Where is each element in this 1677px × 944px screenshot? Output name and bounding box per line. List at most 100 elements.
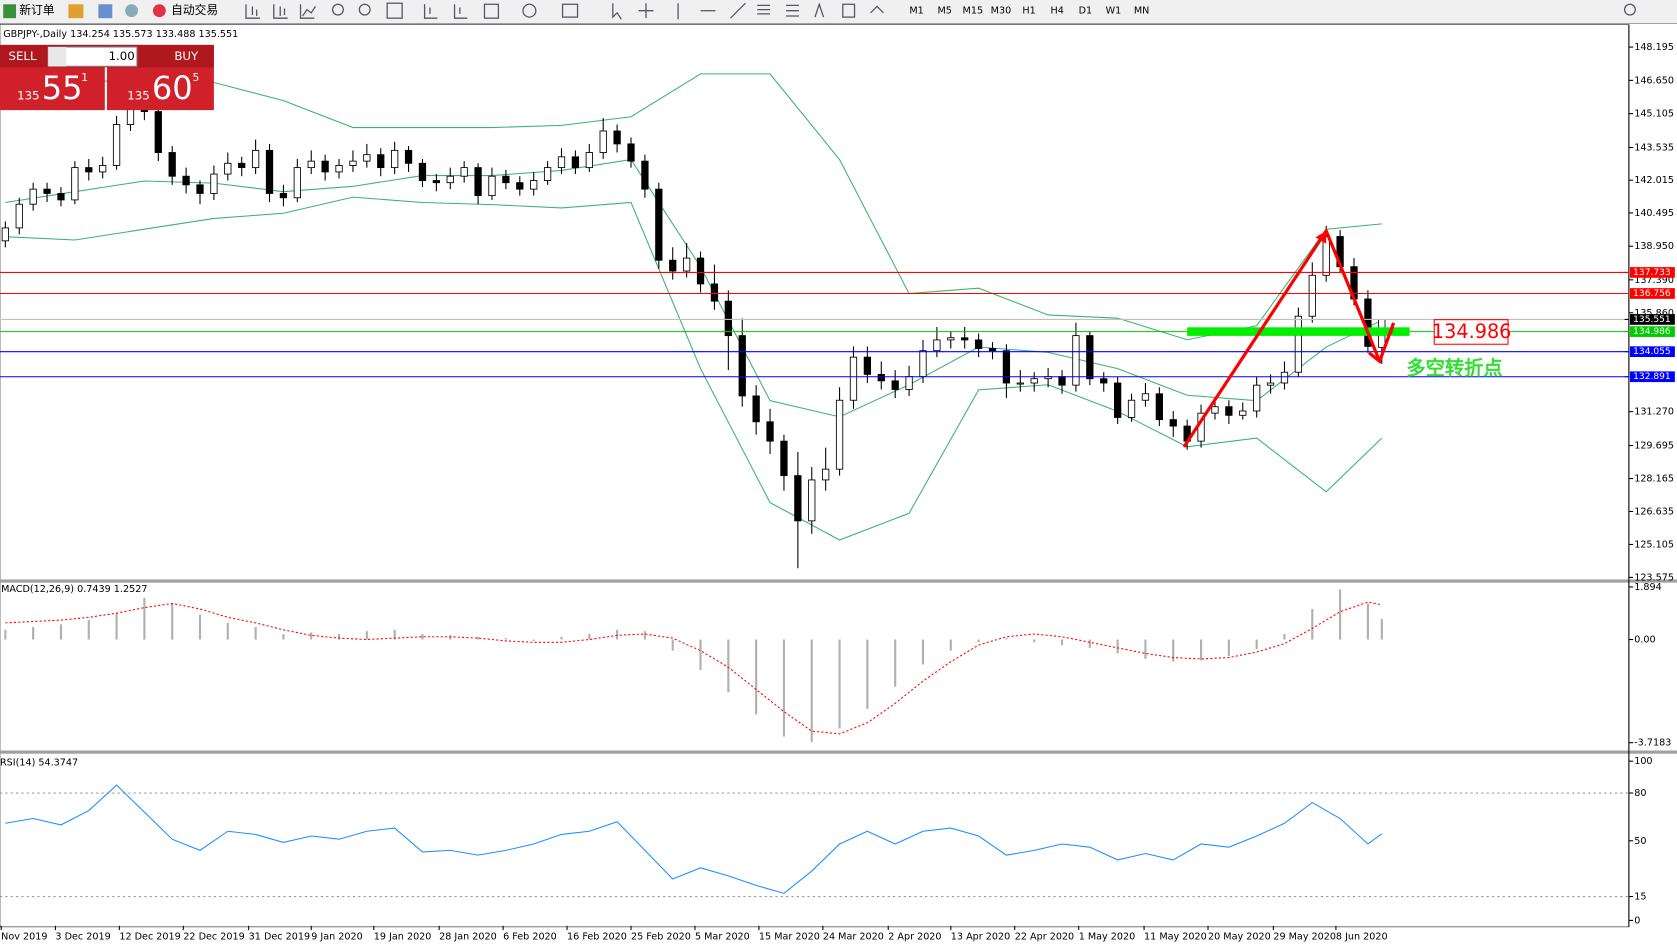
candle-body xyxy=(71,167,79,201)
candle-body xyxy=(321,160,329,173)
tool-icon[interactable] xyxy=(273,4,288,19)
candle-body xyxy=(905,376,913,390)
lots-value[interactable]: 1.00 xyxy=(109,49,135,63)
trendline-tool[interactable] xyxy=(730,2,746,19)
annotation: 多空转折点 xyxy=(1406,356,1502,379)
search-icon[interactable] xyxy=(1623,3,1636,16)
candle-body xyxy=(279,193,288,199)
fibo-tool[interactable] xyxy=(786,4,799,17)
candle-body xyxy=(863,356,872,375)
y-tick-label: 0 xyxy=(1634,915,1640,926)
tool-icon[interactable] xyxy=(68,4,84,19)
candle-body xyxy=(293,167,301,199)
sell-button[interactable]: SELL xyxy=(9,49,37,63)
timeframe-button[interactable]: M5 xyxy=(937,6,951,17)
tool-icon[interactable] xyxy=(98,4,113,19)
arrow-tool[interactable] xyxy=(870,5,884,14)
tool-icon[interactable] xyxy=(245,4,260,19)
auto-trading-icon[interactable] xyxy=(152,4,166,18)
candle-body xyxy=(307,160,315,169)
chart-frame xyxy=(0,24,1630,928)
candle-body xyxy=(29,188,37,205)
candle-body xyxy=(418,162,427,181)
level-label: 134.055 xyxy=(1633,347,1671,357)
timeframe-button[interactable]: M1 xyxy=(909,6,923,17)
timeframe-button[interactable]: M15 xyxy=(963,6,984,17)
tool-icon[interactable] xyxy=(125,4,138,18)
candle-body xyxy=(641,160,649,190)
candle-body xyxy=(877,373,885,382)
new-order-button[interactable]: 新订单 xyxy=(19,3,55,17)
candle-body xyxy=(43,188,51,194)
period-icon[interactable] xyxy=(522,3,537,18)
indicator-title: MACD(12,26,9) 0.7439 1.2527 xyxy=(1,584,147,595)
auto-trading-button[interactable]: 自动交易 xyxy=(171,3,218,17)
y-tick-label: 1.894 xyxy=(1634,582,1662,593)
tool-icon[interactable] xyxy=(299,4,317,19)
y-tick-label: 135.860 xyxy=(1634,308,1674,319)
candle-body xyxy=(822,468,830,481)
timeframe-button[interactable]: W1 xyxy=(1106,6,1122,17)
y-tick-label: 146.650 xyxy=(1634,75,1674,86)
candle-body xyxy=(655,188,663,261)
chart-title: GBPJPY-,Daily 134.254 135.573 133.488 13… xyxy=(3,29,238,40)
candle-body xyxy=(835,399,844,470)
indicator-icon[interactable] xyxy=(483,3,500,19)
y-tick-label: 140.495 xyxy=(1634,208,1674,219)
candle-body xyxy=(265,149,274,194)
candle-body xyxy=(15,203,23,229)
x-tick-label: 22 Dec 2019 xyxy=(183,932,244,943)
zoom-in[interactable] xyxy=(331,3,344,16)
level-label-box xyxy=(1629,288,1675,299)
turning-zone xyxy=(1187,327,1410,336)
candle-body xyxy=(502,175,510,184)
timeframe-button[interactable]: H1 xyxy=(1022,6,1035,17)
template-icon[interactable] xyxy=(561,3,579,18)
candle-body xyxy=(1058,376,1066,386)
candle-body xyxy=(682,257,691,272)
x-tick-label: 24 Mar 2020 xyxy=(823,932,884,943)
candle-body xyxy=(599,130,607,153)
crosshair-tool[interactable] xyxy=(638,3,654,19)
zoom-out[interactable] xyxy=(358,3,371,16)
candle-body xyxy=(1016,382,1024,385)
candle-body xyxy=(585,152,593,169)
text-tool[interactable] xyxy=(814,2,825,18)
buy-button[interactable]: BUY xyxy=(174,49,199,63)
level-label-box xyxy=(1629,371,1675,383)
candle-body xyxy=(363,154,371,162)
x-tick-label: 28 Jan 2020 xyxy=(439,932,497,943)
pane-separator xyxy=(0,750,1677,754)
tool-icon[interactable] xyxy=(423,4,438,19)
timeframe-button[interactable]: H4 xyxy=(1051,6,1064,17)
tile-icon[interactable] xyxy=(386,2,403,19)
level-label-box xyxy=(1629,346,1675,358)
x-tick-label: 6 Feb 2020 xyxy=(503,932,557,943)
timeframe-button[interactable]: D1 xyxy=(1079,6,1093,17)
candle-body xyxy=(543,167,552,181)
candle-body xyxy=(1266,382,1275,386)
label-tool[interactable] xyxy=(842,3,856,18)
candle-body xyxy=(766,421,774,442)
timeframe-button[interactable]: MN xyxy=(1134,6,1149,17)
x-tick-label: Nov 2019 xyxy=(1,932,47,943)
x-tick-label: 31 Dec 2019 xyxy=(249,932,310,943)
bid-big: 135 xyxy=(17,89,39,103)
x-tick-label: 15 Mar 2020 xyxy=(759,932,820,943)
y-tick-label: -3.7183 xyxy=(1634,738,1671,749)
candle-body xyxy=(168,152,176,177)
cursor-tool[interactable] xyxy=(612,3,622,20)
channel-tool[interactable] xyxy=(757,4,771,15)
lots-spinner[interactable] xyxy=(48,47,67,67)
toolbar xyxy=(0,0,1677,24)
candle-body xyxy=(988,348,997,352)
candle-body xyxy=(780,440,788,477)
level-label: 135.551 xyxy=(1633,315,1671,325)
new-order-icon[interactable] xyxy=(3,4,17,19)
x-tick-label: 20 May 2020 xyxy=(1208,932,1271,943)
y-tick-label: 129.695 xyxy=(1634,441,1674,452)
timeframe-button[interactable]: M30 xyxy=(991,6,1012,17)
candle-body xyxy=(349,160,357,166)
tool-icon[interactable] xyxy=(453,4,468,19)
